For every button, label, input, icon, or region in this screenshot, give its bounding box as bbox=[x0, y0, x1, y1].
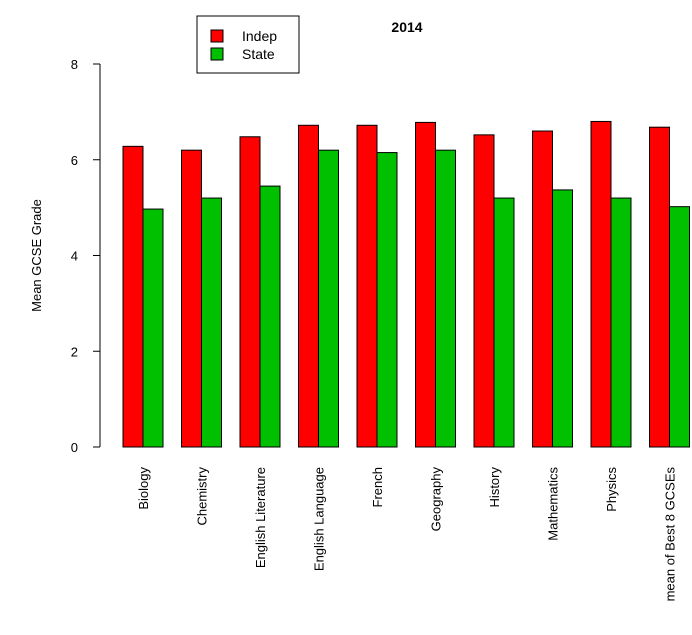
bar-state-3 bbox=[318, 149, 339, 448]
category-label: Physics bbox=[604, 467, 619, 512]
bar-state-6 bbox=[493, 197, 515, 448]
bar-indep-4 bbox=[356, 124, 378, 448]
category-label: French bbox=[370, 467, 385, 507]
bar-state-1 bbox=[201, 197, 222, 448]
legend-box bbox=[196, 15, 300, 74]
bar-state-5 bbox=[435, 149, 456, 448]
legend: Indep State bbox=[196, 15, 300, 74]
bar-state-0 bbox=[142, 208, 164, 448]
y-axis: 0 2 4 6 8 bbox=[71, 57, 101, 455]
y-tick-label: 2 bbox=[71, 344, 78, 359]
bar-indep-3 bbox=[298, 124, 319, 448]
category-label: Geography bbox=[429, 467, 444, 532]
bar-state-8 bbox=[610, 197, 632, 448]
y-tick-label: 4 bbox=[71, 249, 78, 264]
category-label: History bbox=[487, 467, 502, 508]
y-axis-label: Mean GCSE Grade bbox=[29, 199, 44, 312]
bar-indep-8 bbox=[590, 120, 612, 448]
bar-state-2 bbox=[259, 185, 281, 448]
y-tick-label: 0 bbox=[71, 440, 78, 455]
chart-title: 2014 bbox=[391, 19, 422, 35]
bar-indep-1 bbox=[181, 149, 202, 448]
category-label: Mathematics bbox=[546, 467, 561, 541]
category-label: English Literature bbox=[253, 467, 268, 568]
bar-state-4 bbox=[376, 152, 398, 448]
bar-indep-2 bbox=[239, 136, 261, 448]
y-tick-label: 8 bbox=[71, 57, 78, 72]
category-labels: Biology Chemistry English Literature Englis… bbox=[136, 467, 678, 602]
category-label: Biology bbox=[136, 467, 151, 510]
category-label: English Language bbox=[312, 467, 327, 571]
category-label: mean of Best 8 GCSEs bbox=[663, 467, 678, 602]
bars bbox=[122, 120, 690, 448]
bar-indep-0 bbox=[122, 145, 144, 448]
bar-indep-9 bbox=[649, 126, 670, 448]
bar-state-7 bbox=[552, 189, 573, 448]
legend-swatch-indep bbox=[210, 29, 224, 43]
legend-label-state: State bbox=[242, 46, 275, 62]
bar-state-9 bbox=[669, 206, 690, 448]
legend-swatch-state bbox=[210, 47, 224, 61]
category-label: Chemistry bbox=[195, 467, 210, 526]
bar-indep-6 bbox=[473, 134, 495, 448]
bar-indep-5 bbox=[415, 121, 436, 448]
y-tick-label: 6 bbox=[71, 153, 78, 168]
bar-indep-7 bbox=[532, 130, 553, 448]
legend-label-indep: Indep bbox=[242, 28, 277, 44]
